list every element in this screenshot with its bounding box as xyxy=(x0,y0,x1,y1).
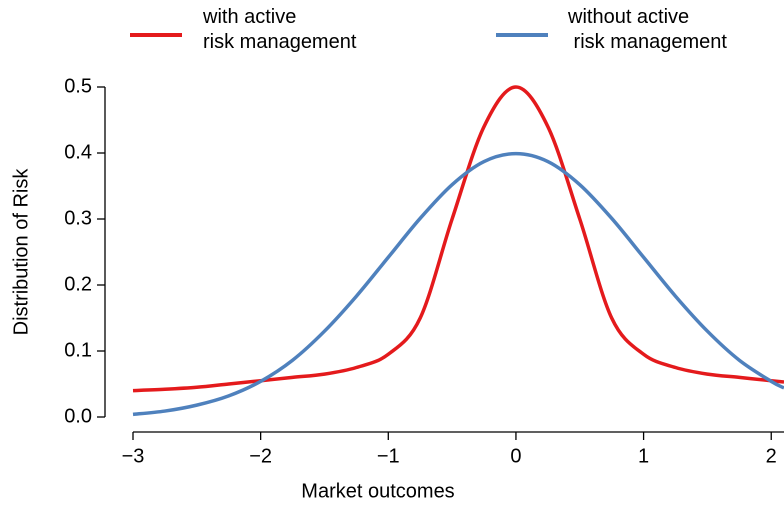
y-axis-label: Distribution of Risk xyxy=(10,168,32,336)
x-tick-label: −3 xyxy=(122,445,145,467)
y-tick-label: 0.3 xyxy=(64,207,92,229)
y-tick-label: 0.5 xyxy=(64,75,92,97)
x-tick-label: −2 xyxy=(249,445,272,467)
legend-label: with active risk management xyxy=(203,6,357,53)
series-line xyxy=(132,85,784,393)
series-line xyxy=(132,151,784,417)
y-tick-label: 0.2 xyxy=(64,273,92,295)
x-tick-label: 2 xyxy=(766,445,777,467)
x-tick-label: 0 xyxy=(510,445,521,467)
y-tick-label: 0.1 xyxy=(64,339,92,361)
y-tick-label: 0.0 xyxy=(64,405,92,427)
x-tick-label: −1 xyxy=(377,445,400,467)
x-axis-label: Market outcomes xyxy=(301,480,454,502)
legend-label: without active risk management xyxy=(568,6,727,53)
y-tick-label: 0.4 xyxy=(64,141,92,163)
x-tick-label: 1 xyxy=(638,445,649,467)
